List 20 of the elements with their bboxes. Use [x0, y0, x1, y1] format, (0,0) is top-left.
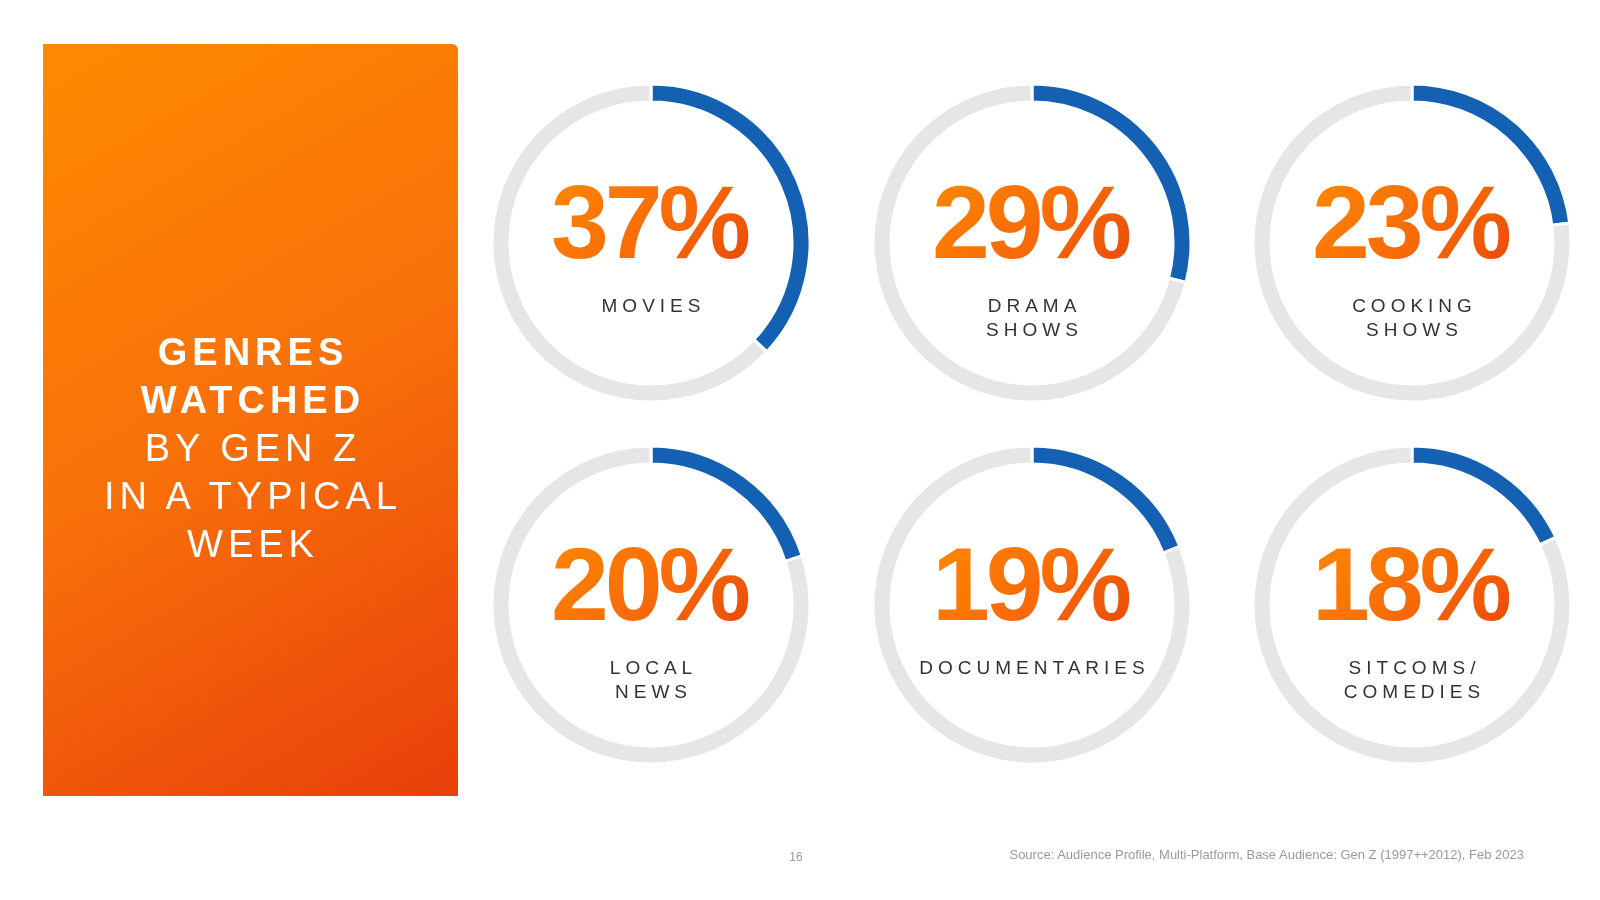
slice-label: COOKING SHOWS	[1351, 294, 1478, 342]
data-label: 29%	[930, 164, 1130, 280]
text: GENRES WATCHED	[139, 330, 367, 423]
slice-label: LOCAL NEWS	[608, 656, 699, 704]
data-label: 19%	[930, 526, 1130, 642]
donut-slice	[1251, 82, 1573, 404]
slice-label: MOVIES	[600, 294, 707, 318]
donut-slice	[490, 444, 812, 766]
data-label: 20%	[549, 526, 749, 642]
data-label: 18%	[1310, 526, 1510, 642]
data-label: 37%	[549, 164, 749, 280]
donut-slice	[1251, 444, 1573, 766]
slice-label: DOCUMENTARIES	[918, 656, 1151, 680]
slice-label: DRAMA SHOWS	[985, 294, 1084, 342]
data-label: 23%	[1310, 164, 1510, 280]
text: BY GEN Z IN A TYPICAL WEEK	[103, 426, 403, 567]
slice-label: SITCOMS/ COMEDIES	[1342, 656, 1487, 704]
text: 16	[788, 850, 804, 864]
source-note: Source: Audience Profile, Multi-Platform, Base Audience: Gen Z (1997++2012), Feb 2023	[1009, 847, 1524, 862]
donut-slice	[871, 444, 1193, 766]
